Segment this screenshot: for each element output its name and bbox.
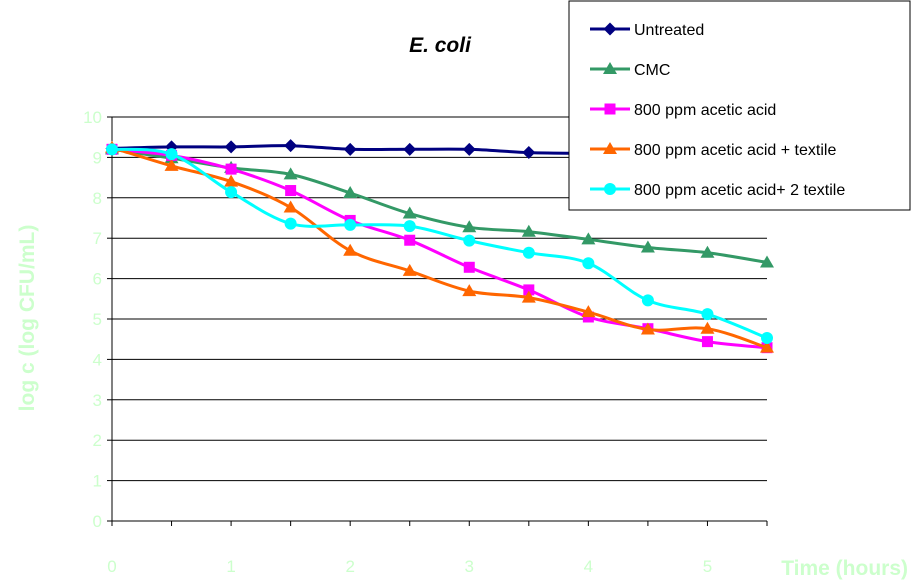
y-axis-title: log c (log CFU/mL) bbox=[16, 225, 39, 412]
data-point bbox=[403, 220, 416, 233]
series-5 bbox=[106, 143, 773, 344]
data-point bbox=[165, 148, 178, 161]
legend-swatch-marker bbox=[603, 22, 617, 36]
y-tick-label: 4 bbox=[93, 350, 102, 369]
data-point bbox=[521, 224, 536, 237]
data-point bbox=[582, 257, 595, 270]
data-point bbox=[581, 232, 596, 245]
data-point bbox=[640, 322, 655, 335]
legend-entry: CMC bbox=[590, 62, 670, 79]
y-tick-label: 2 bbox=[93, 431, 102, 450]
data-point bbox=[462, 284, 477, 297]
y-tick-label: 6 bbox=[93, 270, 102, 289]
y-tick-label: 9 bbox=[93, 148, 102, 167]
legend-entry: 800 ppm acetic acid bbox=[590, 102, 776, 119]
data-point bbox=[463, 234, 476, 247]
data-point bbox=[521, 290, 536, 303]
data-point bbox=[402, 263, 417, 276]
legend-label: 800 ppm acetic acid + textile bbox=[634, 142, 836, 159]
data-point bbox=[581, 305, 596, 318]
data-point bbox=[523, 284, 535, 296]
x-tick-label: 2 bbox=[345, 557, 354, 576]
legend-label: Untreated bbox=[634, 22, 704, 39]
data-point bbox=[700, 245, 715, 258]
data-point bbox=[283, 200, 298, 213]
axes: 0 1 2 3 4 5 6 7 8 9 10 0 1 2 3 4 5 bbox=[83, 108, 768, 576]
chart-title: E. coli bbox=[409, 34, 472, 57]
data-point bbox=[343, 185, 358, 198]
legend-label: 800 ppm acetic acid+ 2 textile bbox=[634, 182, 845, 199]
y-tick-label: 8 bbox=[93, 189, 102, 208]
data-point bbox=[404, 234, 416, 246]
data-point bbox=[701, 308, 714, 321]
data-point bbox=[344, 218, 357, 231]
data-point bbox=[284, 139, 298, 153]
legend-label: CMC bbox=[634, 62, 670, 79]
data-point bbox=[284, 217, 297, 230]
data-point bbox=[403, 142, 417, 156]
data-point bbox=[522, 146, 536, 160]
x-tick-label: 4 bbox=[584, 557, 593, 576]
legend: Untreated CMC 800 ppm acetic acid 800 ppm a… bbox=[568, 0, 911, 211]
x-tick-label: 1 bbox=[226, 557, 235, 576]
y-tick-label: 7 bbox=[93, 229, 102, 248]
legend-swatch-marker bbox=[603, 142, 617, 154]
legend-entry: 800 ppm acetic acid + textile bbox=[590, 142, 836, 159]
x-tick-label: 0 bbox=[107, 557, 116, 576]
y-tick-label: 10 bbox=[83, 108, 102, 127]
y-tick-label: 0 bbox=[93, 512, 102, 531]
legend-label: 800 ppm acetic acid bbox=[634, 102, 776, 119]
series-line bbox=[111, 147, 768, 340]
data-point bbox=[225, 186, 238, 199]
data-point bbox=[701, 336, 713, 348]
data-point bbox=[700, 321, 715, 334]
data-point bbox=[402, 206, 417, 219]
legend-entry: Untreated bbox=[590, 22, 704, 39]
y-tick-label: 5 bbox=[93, 310, 102, 329]
data-point bbox=[761, 331, 773, 344]
data-point bbox=[522, 246, 535, 259]
x-axis-title: Time (hours) bbox=[781, 557, 908, 580]
data-point bbox=[640, 240, 655, 253]
legend-swatch-marker bbox=[604, 183, 616, 195]
data-point bbox=[641, 294, 654, 307]
x-tick-label: 5 bbox=[703, 557, 712, 576]
y-tick-label: 3 bbox=[93, 391, 102, 410]
data-point bbox=[224, 174, 239, 187]
data-point bbox=[224, 140, 238, 154]
data-point bbox=[760, 340, 774, 353]
data-point bbox=[225, 163, 237, 175]
legend-swatch-marker bbox=[604, 103, 616, 115]
data-point bbox=[343, 243, 358, 256]
legend-box bbox=[568, 0, 911, 211]
data-point bbox=[343, 142, 357, 156]
data-point bbox=[106, 143, 118, 156]
data-point bbox=[462, 142, 476, 156]
y-tick-label: 1 bbox=[93, 472, 102, 491]
x-tick-label: 3 bbox=[465, 557, 474, 576]
data-point bbox=[283, 167, 298, 180]
legend-swatch-marker bbox=[603, 62, 617, 74]
data-point bbox=[164, 158, 179, 171]
data-point bbox=[462, 220, 477, 233]
data-point bbox=[463, 261, 475, 273]
legend-entry: 800 ppm acetic acid+ 2 textile bbox=[590, 182, 845, 199]
data-point bbox=[760, 255, 774, 268]
data-point bbox=[285, 185, 297, 197]
